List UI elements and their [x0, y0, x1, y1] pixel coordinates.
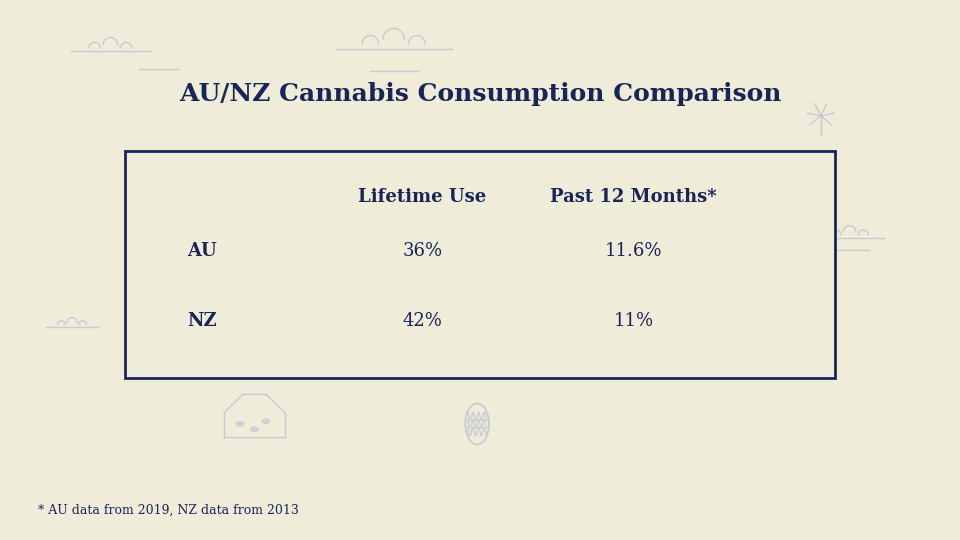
Text: AU/NZ Cannabis Consumption Comparison: AU/NZ Cannabis Consumption Comparison [179, 83, 781, 106]
Text: 11.6%: 11.6% [605, 242, 662, 260]
Text: 11%: 11% [613, 312, 654, 330]
Text: AU: AU [187, 242, 216, 260]
Circle shape [251, 427, 258, 431]
Circle shape [236, 422, 244, 426]
Text: NZ: NZ [187, 312, 216, 330]
Text: * AU data from 2019, NZ data from 2013: * AU data from 2019, NZ data from 2013 [38, 504, 300, 517]
FancyBboxPatch shape [125, 151, 835, 378]
Text: Lifetime Use: Lifetime Use [358, 188, 487, 206]
Text: 36%: 36% [402, 242, 443, 260]
Text: 42%: 42% [402, 312, 443, 330]
Circle shape [262, 419, 270, 423]
Text: Past 12 Months*: Past 12 Months* [550, 188, 717, 206]
